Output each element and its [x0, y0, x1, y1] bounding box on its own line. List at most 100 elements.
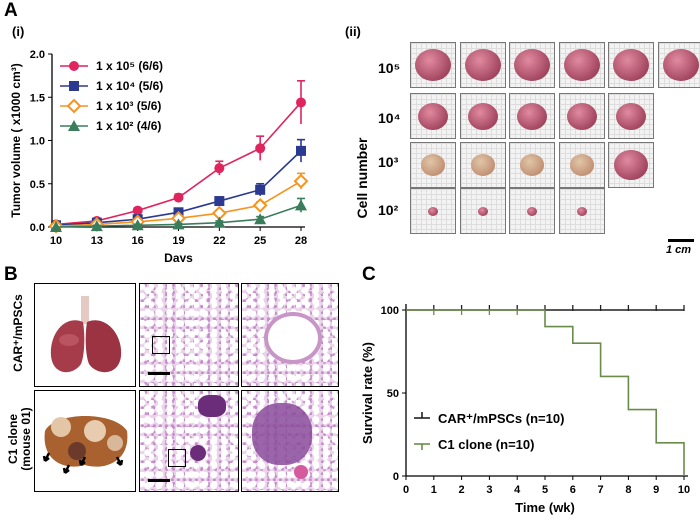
tumor: [569, 154, 594, 176]
lung-gross-c1: [34, 390, 136, 492]
y-tick-label: 2.0: [30, 49, 45, 61]
tumor-photo: [410, 188, 456, 234]
tumor-photo: [459, 142, 506, 188]
x-tick-label: 0: [403, 484, 409, 496]
tumor: [467, 102, 498, 130]
row-label-1e4: 10⁴: [378, 110, 401, 126]
tumor: [613, 48, 649, 82]
data-point: [172, 218, 185, 230]
y-tick-label: 0.5: [30, 179, 45, 191]
tumor: [418, 102, 448, 130]
x-tick-label: 10: [50, 235, 62, 247]
tumor-photo: [509, 188, 555, 234]
x-axis-title: Days: [164, 251, 193, 262]
data-point: [213, 216, 226, 228]
tumor-photo: [410, 93, 456, 139]
tumor: [614, 149, 648, 181]
legend-label: 1 x 10² (4/6): [96, 119, 161, 133]
y-tick-label: 100: [381, 305, 399, 317]
legend-marker: [69, 81, 79, 91]
tumor: [477, 206, 488, 216]
bronchiole: [264, 312, 322, 364]
legend-marker: [66, 98, 82, 114]
x-tick-label: 28: [295, 235, 307, 247]
data-point: [214, 163, 225, 174]
lung-control-image: [50, 296, 122, 373]
tumor: [520, 154, 544, 176]
y-tick-label: 1.0: [30, 136, 45, 148]
tumor-photo: [459, 188, 506, 234]
lung-gross-control: [34, 283, 136, 387]
row1-label: CAR⁺/mPSCs: [11, 294, 25, 372]
legend-label: 1 x 10⁵ (6/6): [96, 59, 163, 73]
tumor-photo: [558, 93, 605, 139]
data-point: [173, 192, 184, 203]
tumor: [470, 154, 495, 176]
tumor-photo: [657, 42, 700, 88]
tumor-photo: [558, 188, 605, 234]
x-tick-label: 3: [486, 484, 492, 496]
tumor-photo: [459, 93, 506, 139]
panel-label-a-i: (i): [12, 24, 25, 39]
x-tick-label: 1: [431, 484, 437, 496]
tumor-photo: [410, 42, 456, 88]
tumor: [662, 48, 699, 82]
tumor-photo: [509, 142, 555, 188]
panel-label-a-ii: (ii): [345, 24, 361, 39]
tumor: [428, 206, 438, 216]
tumor-chart-legend: 1 x 10⁵ (6/6) 1 x 10⁴ (5/6) 1 x 10³ (5/6) 1…: [60, 59, 163, 133]
survival-chart-legend: CAR⁺/mPSCs (n=10) C1 clone (n=10): [414, 411, 564, 452]
histology-low-c1: [139, 390, 239, 492]
tumor-photo: [410, 142, 456, 188]
tumor-volume-chart: 0.0 0.5 1.0 1.5 2.0 10 13 16 19 22 25 28 Days Tumor v…: [9, 49, 309, 262]
cell-number-axis-title: Cell number: [354, 137, 370, 219]
histology-high-c1: [241, 390, 339, 492]
tumor: [566, 102, 597, 130]
data-point: [295, 199, 307, 211]
row2-label: C1 clone (mouse 01): [6, 391, 33, 487]
row-label-1e3: 10³: [378, 154, 399, 170]
row2-label-wrap: C1 clone (mouse 01): [6, 391, 33, 488]
tumor-photo: [608, 93, 654, 139]
x-tick-label: 8: [625, 484, 631, 496]
left-lung: [50, 320, 85, 373]
cell-number-axis-title-wrap: Cell number: [352, 130, 374, 230]
x-tick-label: 6: [570, 484, 576, 496]
x-tick-label: 4: [514, 484, 521, 496]
tumor: [421, 154, 445, 176]
data-point: [255, 143, 266, 154]
legend-marker: [69, 61, 79, 71]
lung-c1-image: [42, 416, 128, 474]
x-tick-label: 5: [542, 484, 548, 496]
tumor: [517, 102, 547, 130]
tumor-photo: [459, 42, 506, 88]
y-axis-title: Survival rate (%): [360, 342, 375, 444]
row1-label-wrap: CAR⁺/mPSCs: [10, 286, 25, 382]
row-label-1e5: 10⁵: [378, 60, 401, 76]
y-tick-label: 0.0: [30, 222, 45, 234]
x-axis-title: Time (wk): [515, 500, 575, 515]
trachea: [81, 296, 89, 324]
y-tick-label: 0: [393, 471, 399, 483]
tumor-photo: [509, 42, 555, 88]
x-tick-label: 22: [213, 235, 225, 247]
legend-marker: [68, 120, 80, 131]
tumor-photo: [608, 142, 654, 188]
data-point: [254, 213, 267, 225]
tumor: [563, 48, 600, 82]
tumor-chart-series: [48, 80, 309, 234]
panel-label-a: A: [4, 0, 18, 21]
data-point: [296, 97, 306, 108]
x-tick-label: 2: [459, 484, 465, 496]
survival-chart-axes: 0 50 100 0 1 2 3 4 5 6 7 8 9 10 Time (wk) Survival rate…: [360, 304, 690, 515]
x-tick-label: 7: [598, 484, 604, 496]
tumor-nodule-1: [198, 395, 226, 417]
tumor-cluster: [252, 403, 312, 465]
tumor-photo: [558, 42, 605, 88]
x-tick-label: 16: [132, 235, 144, 247]
scale-bar-histo-c1: [148, 479, 170, 482]
histology-low-control: [139, 283, 239, 387]
tumor-chart-axes: 0.0 0.5 1.0 1.5 2.0 10 13 16 19 22 25 28 Days Tumor v…: [9, 49, 307, 262]
x-tick-label: 25: [254, 235, 266, 247]
tumor-photo: [608, 42, 654, 88]
